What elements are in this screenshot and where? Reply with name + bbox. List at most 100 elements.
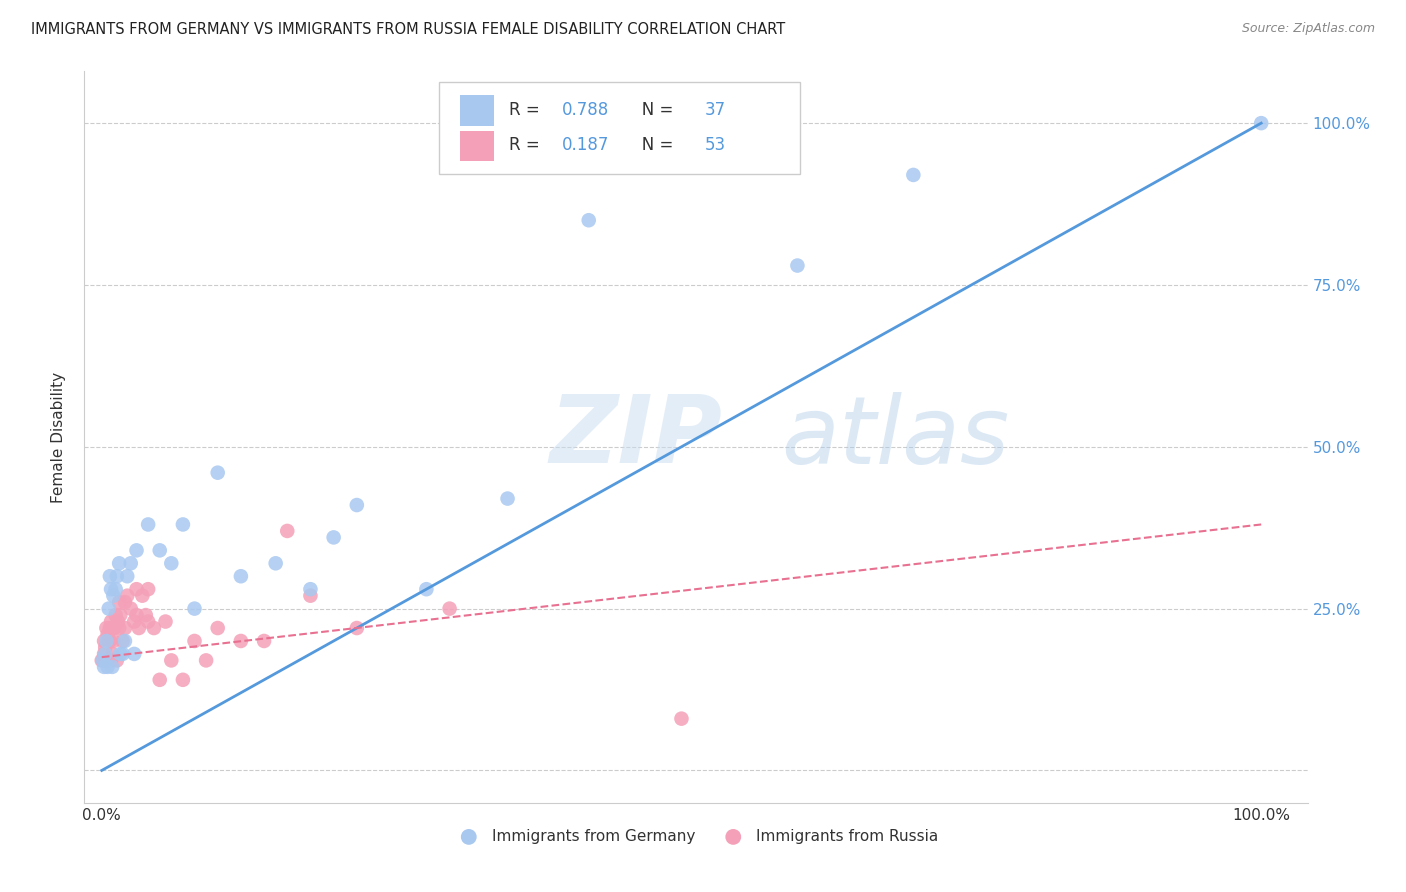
Point [93, 634, 115, 648]
Y-axis label: Female Disability: Female Disability [51, 371, 66, 503]
Point [90, 653, 112, 667]
Point [120, 601, 142, 615]
Point [786, 259, 808, 273]
Text: Source: ZipAtlas.com: Source: ZipAtlas.com [1241, 22, 1375, 36]
Point [135, 608, 157, 623]
Point [903, 168, 925, 182]
Text: R =: R = [509, 136, 544, 154]
Point [100, 653, 122, 667]
Point [93, 660, 115, 674]
FancyBboxPatch shape [439, 82, 800, 174]
Point [111, 634, 134, 648]
Point [103, 589, 125, 603]
Point [94, 647, 117, 661]
Text: atlas: atlas [782, 392, 1010, 483]
Point [94, 640, 117, 655]
Point [122, 615, 145, 629]
Point [172, 673, 194, 687]
Point [160, 653, 183, 667]
Point [671, 712, 693, 726]
Point [105, 653, 128, 667]
Point [104, 582, 127, 597]
Point [136, 582, 159, 597]
Point [96, 660, 118, 674]
Point [264, 557, 287, 571]
Point [110, 647, 132, 661]
Text: N =: N = [626, 136, 679, 154]
Point [128, 621, 150, 635]
Point [1250, 116, 1272, 130]
Point [114, 621, 136, 635]
Point [100, 582, 122, 597]
Point [98, 634, 121, 648]
Point [103, 621, 125, 635]
Point [100, 615, 122, 629]
Point [322, 530, 344, 544]
Text: N =: N = [626, 101, 679, 120]
Point [93, 647, 115, 661]
Point [97, 634, 120, 648]
Text: 0.187: 0.187 [561, 136, 609, 154]
Point [104, 608, 127, 623]
FancyBboxPatch shape [460, 130, 494, 161]
Point [253, 634, 276, 648]
Point [101, 647, 124, 661]
Point [96, 621, 118, 635]
Point [346, 498, 368, 512]
Point [103, 621, 125, 635]
Point [496, 491, 519, 506]
Text: IMMIGRANTS FROM GERMANY VS IMMIGRANTS FROM RUSSIA FEMALE DISABILITY CORRELATION : IMMIGRANTS FROM GERMANY VS IMMIGRANTS FR… [31, 22, 785, 37]
Point [97, 601, 120, 615]
Point [142, 621, 165, 635]
Legend: Immigrants from Germany, Immigrants from Russia: Immigrants from Germany, Immigrants from… [447, 822, 945, 850]
Point [155, 615, 177, 629]
Point [96, 634, 118, 648]
Point [578, 213, 600, 227]
Point [229, 569, 252, 583]
Point [96, 653, 118, 667]
Point [299, 589, 322, 603]
Point [103, 634, 125, 648]
Point [122, 647, 145, 661]
Point [117, 589, 139, 603]
Point [183, 601, 205, 615]
FancyBboxPatch shape [460, 95, 494, 126]
Point [229, 634, 252, 648]
Point [125, 608, 148, 623]
Text: ZIP: ZIP [550, 391, 723, 483]
Point [114, 595, 136, 609]
Point [110, 608, 132, 623]
Point [105, 569, 128, 583]
Text: 37: 37 [704, 101, 725, 120]
Point [91, 653, 114, 667]
Point [207, 621, 229, 635]
Point [91, 653, 114, 667]
Point [439, 601, 461, 615]
Point [131, 589, 153, 603]
Point [136, 615, 159, 629]
Point [108, 621, 131, 635]
Point [172, 517, 194, 532]
Point [114, 634, 136, 648]
Point [125, 543, 148, 558]
Text: 53: 53 [704, 136, 725, 154]
Point [96, 627, 118, 641]
Point [125, 582, 148, 597]
Point [108, 557, 131, 571]
Point [160, 557, 183, 571]
Point [117, 569, 139, 583]
Point [108, 595, 131, 609]
Point [149, 673, 172, 687]
Point [207, 466, 229, 480]
Point [96, 653, 118, 667]
Point [276, 524, 298, 538]
Point [183, 634, 205, 648]
Point [415, 582, 437, 597]
Point [136, 517, 159, 532]
Point [98, 569, 121, 583]
Text: 0.788: 0.788 [561, 101, 609, 120]
Point [346, 621, 368, 635]
Point [120, 557, 142, 571]
Point [98, 621, 121, 635]
Point [101, 660, 124, 674]
